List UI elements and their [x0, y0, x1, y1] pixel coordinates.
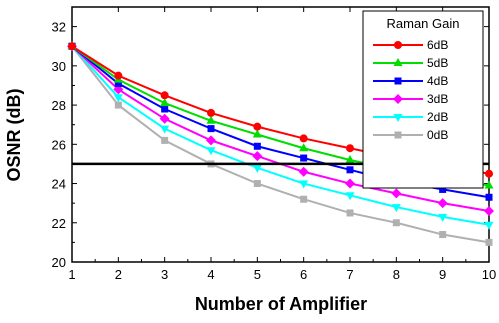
- data-point-4dB: [485, 193, 493, 201]
- y-tick-label: 32: [52, 20, 66, 35]
- data-point-3dB: [298, 166, 309, 177]
- data-point-2dB: [391, 204, 401, 213]
- x-tick-label: 3: [161, 267, 168, 282]
- data-point-4dB: [114, 80, 122, 87]
- x-tick-label: 8: [393, 267, 400, 282]
- data-point-4dB: [346, 166, 354, 174]
- series-line-0dB: [71, 45, 490, 244]
- data-point-3dB: [252, 151, 263, 162]
- data-point-6dB: [114, 71, 123, 80]
- data-point-2dB: [206, 147, 216, 156]
- legend-marker-3dB: [393, 94, 403, 104]
- data-point-3dB: [391, 188, 402, 199]
- x-tick-label: 2: [115, 267, 122, 282]
- data-point-4dB: [253, 142, 261, 150]
- data-point-0dB: [114, 101, 122, 109]
- y-tick-label: 30: [52, 59, 66, 74]
- legend-title: Raman Gain: [387, 16, 460, 31]
- data-point-3dB: [484, 206, 494, 216]
- data-point-5dB: [345, 155, 355, 163]
- data-point-5dB: [252, 129, 262, 138]
- data-point-0dB: [439, 231, 447, 239]
- data-point-2dB: [438, 213, 448, 222]
- data-point-0dB: [253, 180, 261, 188]
- data-point-6dB: [346, 144, 354, 153]
- data-point-2dB: [299, 180, 309, 189]
- data-point-6dB: [485, 169, 493, 178]
- data-point-2dB: [484, 221, 494, 230]
- x-tick-label: 7: [346, 267, 353, 282]
- x-tick-label: 10: [482, 267, 496, 282]
- y-axis-title: OSNR (dB): [4, 89, 24, 182]
- legend-label-5dB: 5dB: [427, 56, 448, 70]
- data-point-4dB: [161, 105, 169, 113]
- data-point-3dB: [345, 178, 355, 189]
- legend-label-0dB: 0dB: [427, 128, 448, 142]
- data-point-5dB: [484, 180, 494, 189]
- data-point-4dB: [207, 125, 215, 133]
- data-point-2dB: [345, 192, 355, 201]
- legend-label-6dB: 6dB: [427, 38, 448, 52]
- data-point-5dB: [299, 143, 309, 152]
- y-tick-label: 28: [52, 98, 66, 113]
- data-point-4dB: [300, 154, 308, 162]
- x-tick-label: 4: [207, 267, 214, 282]
- data-point-5dB: [160, 98, 170, 107]
- legend-marker-2dB: [393, 114, 403, 122]
- data-point-4dB: [439, 185, 447, 193]
- data-point-6dB: [299, 134, 308, 143]
- data-point-6dB: [253, 122, 262, 131]
- legend-marker-6dB: [394, 41, 402, 49]
- data-point-6dB: [68, 42, 76, 51]
- data-point-0dB: [485, 238, 493, 246]
- x-tick-label: 5: [254, 267, 261, 282]
- legend-marker-4dB: [394, 77, 402, 85]
- legend-marker-5dB: [393, 58, 403, 66]
- x-tick-label: 1: [68, 267, 75, 282]
- data-point-0dB: [161, 136, 169, 144]
- series-line-2dB: [71, 45, 490, 226]
- data-point-0dB: [392, 219, 400, 227]
- data-point-5dB: [206, 115, 216, 124]
- data-point-6dB: [207, 108, 215, 117]
- x-tick-label: 6: [300, 267, 307, 282]
- x-axis-title: Number of Amplifier: [195, 294, 367, 314]
- data-point-3dB: [437, 198, 448, 209]
- y-tick-label: 24: [52, 177, 66, 192]
- y-tick-label: 26: [52, 137, 66, 152]
- data-point-0dB: [300, 195, 308, 203]
- data-point-2dB: [160, 125, 170, 134]
- data-point-3dB: [159, 113, 170, 124]
- legend-label-2dB: 2dB: [427, 110, 448, 124]
- y-tick-label: 20: [52, 255, 66, 270]
- data-point-2dB: [113, 94, 123, 103]
- legend-label-3dB: 3dB: [427, 92, 448, 106]
- data-point-3dB: [206, 135, 216, 146]
- legend-marker-0dB: [394, 131, 402, 139]
- data-point-6dB: [160, 91, 169, 100]
- legend-label-4dB: 4dB: [427, 74, 448, 88]
- data-point-2dB: [252, 164, 262, 173]
- x-tick-label: 9: [439, 267, 446, 282]
- y-tick-label: 22: [52, 216, 66, 231]
- data-point-0dB: [346, 209, 354, 217]
